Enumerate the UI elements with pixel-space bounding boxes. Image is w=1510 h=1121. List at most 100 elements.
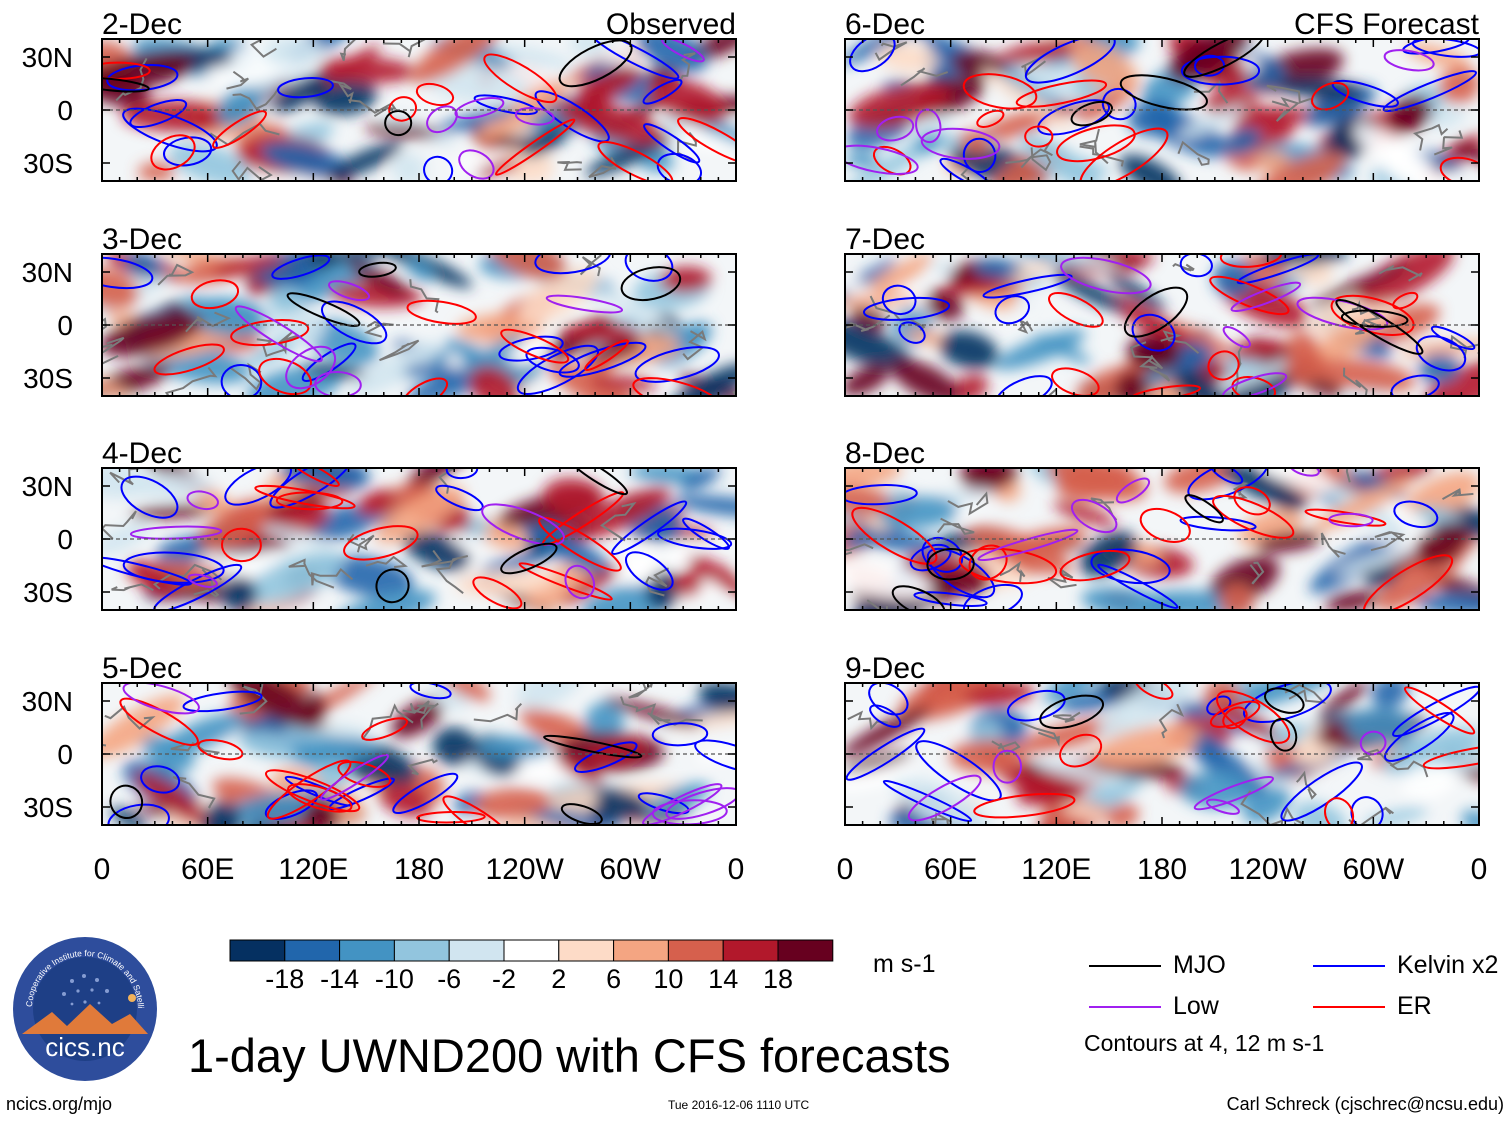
- x-tick-label: 60E: [181, 853, 234, 886]
- x-tick-label: 120W: [485, 853, 564, 886]
- colorbar-swatch: [558, 939, 615, 962]
- legend-label-low: Low: [1173, 992, 1219, 1020]
- colorbar-swatch: [613, 939, 669, 962]
- footer-url: ncics.org/mjo: [6, 1094, 113, 1114]
- colorbar-units: m s-1: [873, 950, 936, 978]
- y-tick-label: 30S: [23, 792, 73, 823]
- figure-title: 1-day UWND200 with CFS forecasts: [188, 1029, 951, 1082]
- x-tick-label: 0: [1471, 853, 1488, 886]
- panel-date-label: 9-Dec: [845, 652, 925, 685]
- panel-ticks: [101, 468, 737, 610]
- colorbar-tick-label: 18: [763, 964, 793, 994]
- er-contours: [872, 73, 1479, 181]
- colorbar-swatch: [777, 939, 834, 962]
- colorbar-tick-label: 14: [708, 964, 738, 994]
- mjo-contours: [1070, 39, 1265, 127]
- map-panel: 3-Dec 30N 0 30S: [22, 223, 737, 397]
- footer-timestamp: Tue 2016-12-06 1110 UTC: [668, 1098, 810, 1112]
- x-tick-label: 0: [94, 853, 111, 886]
- colorbar-tick-label: 2: [551, 964, 566, 994]
- panel-ticks: [844, 468, 1480, 610]
- colorbar-tick-label: -2: [492, 964, 516, 994]
- x-tick-label: 180: [394, 853, 444, 886]
- legend-item-mjo: MJO: [1089, 951, 1226, 980]
- panel-date-label: 3-Dec: [102, 223, 182, 256]
- legend-line-er: [1313, 1005, 1385, 1008]
- map-panel: 6-Dec CFS Forecast: [844, 8, 1480, 182]
- panel-field: [102, 39, 736, 181]
- er-contours: [153, 279, 721, 396]
- er-contours: [1048, 254, 1419, 396]
- er-contours: [119, 697, 515, 825]
- colorbar: -18 -14 -10 -6 -2 2 6 10 14 18: [229, 939, 834, 994]
- colorbar-tick-label: -14: [320, 964, 359, 994]
- contour-note: Contours at 4, 12 m s-1: [1084, 1030, 1325, 1056]
- panel-ticks: [844, 254, 1480, 396]
- y-tick-label: 30S: [23, 577, 73, 608]
- panel-ticks: [844, 683, 1480, 825]
- colorbar-tick-label: -6: [437, 964, 461, 994]
- kelvin-contours: [849, 39, 1479, 181]
- x-axes: 0 60E 120E 180 120W 60W 0 0 60E 120E 180 120W 60W 0: [94, 853, 1488, 886]
- panel-ticks: [101, 39, 737, 181]
- x-tick-label: 60E: [924, 853, 977, 886]
- legend-item-low: Low: [1089, 992, 1219, 1021]
- panel-date-label: 8-Dec: [845, 437, 925, 470]
- colorbar-swatch: [284, 939, 341, 962]
- legend-item-er: ER: [1313, 992, 1432, 1021]
- panel-date-label: 6-Dec: [845, 8, 925, 41]
- y-tick-label: 0: [57, 739, 73, 770]
- map-panels: 2-Dec Observed 30N 0 30S 3-Dec 30N 0 30S 4-Dec 30N…: [22, 8, 1480, 826]
- panel-date-label: 5-Dec: [102, 652, 182, 685]
- colorbar-swatch: [722, 939, 779, 962]
- panel-ticks: [101, 254, 737, 396]
- mjo-contours: [109, 734, 643, 825]
- x-tick-label: 120E: [278, 853, 348, 886]
- map-panel: 7-Dec: [844, 223, 1480, 397]
- colorbar-swatch: [339, 939, 395, 962]
- legend-line-mjo: [1089, 964, 1161, 967]
- er-contours: [220, 468, 625, 610]
- y-tick-label: 30N: [22, 42, 73, 73]
- colorbar-swatch: [667, 939, 724, 962]
- legend-line-low: [1089, 1005, 1161, 1008]
- mjo-contours: [1039, 687, 1305, 752]
- y-tick-label: 30N: [22, 471, 73, 502]
- kelvin-contours: [845, 468, 1439, 610]
- cics-logo: Cooperative Institute for Climate and Sa…: [12, 936, 157, 1081]
- panel-field: [845, 468, 1479, 610]
- panel-date-label: 7-Dec: [845, 223, 925, 256]
- x-tick-label: 120W: [1228, 853, 1307, 886]
- anomaly-fill: [845, 254, 1479, 396]
- legend-line-kelvin: [1313, 964, 1385, 967]
- footer-author: Carl Schreck (cjschrec@ncsu.edu): [1226, 1094, 1504, 1114]
- panel-date-label: 2-Dec: [102, 8, 182, 41]
- column-header: Observed: [606, 8, 736, 41]
- x-tick-label: 0: [728, 853, 745, 886]
- kelvin-contours: [845, 683, 1479, 825]
- coastlines: [102, 254, 736, 396]
- y-tick-label: 30S: [23, 363, 73, 394]
- low-contours: [1060, 256, 1389, 396]
- panel-ticks: [844, 39, 1480, 181]
- coastlines: [102, 468, 670, 598]
- logo-text: cics.nc: [45, 1032, 124, 1062]
- kelvin-contours: [102, 468, 733, 610]
- low-contours: [129, 490, 596, 600]
- colorbar-tick-label: 10: [653, 964, 683, 994]
- y-tick-label: 30S: [23, 148, 73, 179]
- y-tick-label: 0: [57, 95, 73, 126]
- map-panel: 4-Dec 30N 0 30S: [22, 437, 737, 611]
- low-contours: [907, 730, 1387, 822]
- colorbar-swatch: [229, 939, 286, 962]
- low-contours: [977, 468, 1374, 562]
- panel-field: [845, 254, 1479, 396]
- colorbar-tick-label: -10: [375, 964, 414, 994]
- low-contours: [234, 280, 624, 396]
- legend-label-mjo: MJO: [1173, 951, 1226, 979]
- er-contours: [973, 683, 1479, 825]
- map-panel: 8-Dec: [844, 437, 1480, 611]
- logo-dots: [62, 974, 109, 1006]
- map-panel: 9-Dec: [844, 652, 1480, 826]
